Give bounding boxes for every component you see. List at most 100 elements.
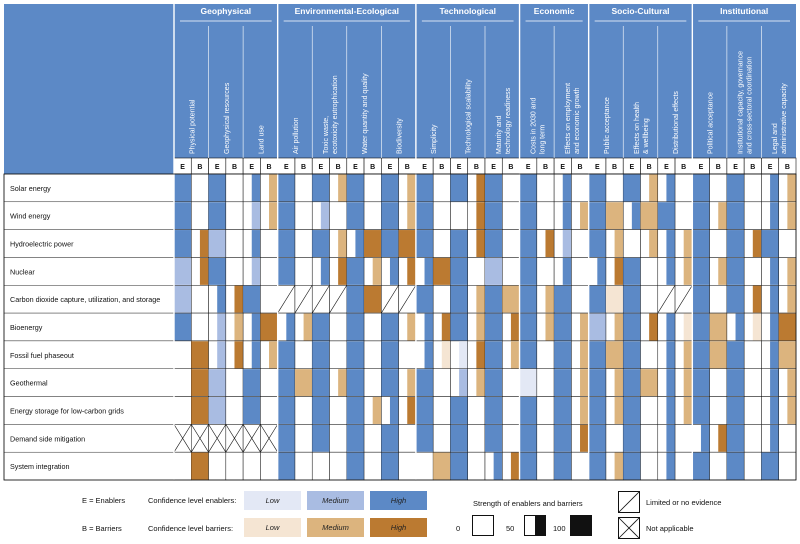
cell-fill [389, 396, 399, 424]
cell-fill [346, 369, 365, 397]
sub-label: E [560, 164, 565, 171]
sub-label: B [750, 164, 755, 171]
matrix-cell [294, 257, 313, 286]
column-header: Maturity and [496, 115, 503, 154]
cell-fill [709, 341, 727, 369]
cell-fill [303, 313, 313, 341]
cell-fill [415, 369, 434, 397]
cell-fill [346, 396, 365, 424]
cell-fill [415, 174, 434, 202]
matrix-cell [294, 229, 313, 258]
cell-fill [726, 341, 745, 369]
legend-enabler-medium-swatch: Medium [307, 491, 364, 510]
cell-fill [605, 202, 624, 230]
cell-fill [554, 396, 572, 424]
legend-strength-50: 50 [506, 524, 515, 533]
cell-fill [692, 396, 710, 424]
cell-fill [614, 230, 624, 258]
cell-fill [588, 341, 606, 369]
cell-fill [752, 313, 762, 341]
matrix-cell [502, 173, 520, 203]
sub-label: B [336, 164, 341, 171]
row-label: Fossil fuel phaseout [10, 351, 74, 360]
sub-label: E [215, 164, 220, 171]
cell-fill [770, 424, 779, 452]
cell-fill [269, 341, 278, 369]
group-header: Institutional [720, 6, 768, 16]
matrix-cell [743, 173, 762, 203]
cell-fill [519, 452, 537, 480]
group-header: Geophysical [201, 6, 252, 16]
cell-fill [588, 174, 606, 202]
cell-fill [770, 202, 779, 230]
cell-fill [657, 202, 676, 230]
cell-fill [545, 285, 555, 313]
cell-fill [605, 285, 624, 313]
sub-label: B [266, 164, 271, 171]
column-header: Distributional effects [673, 91, 680, 154]
cell-fill [649, 313, 658, 341]
cell-fill [640, 202, 658, 230]
corner-header [4, 4, 174, 158]
cell-fill [415, 285, 434, 313]
sub-label: E [491, 164, 496, 171]
column-header: and cross-sectoral coordination [747, 57, 754, 154]
cell-fill [234, 285, 244, 313]
cell-fill [554, 424, 572, 452]
matrix-cell [242, 451, 261, 481]
cell-fill [424, 341, 434, 369]
cell-fill [718, 202, 727, 230]
cell-fill [450, 396, 468, 424]
matrix-cell [329, 451, 348, 481]
matrix-cell [536, 368, 555, 397]
cell-fill [269, 202, 278, 230]
cell-fill [519, 174, 537, 202]
matrix-border [3, 173, 797, 481]
cell-fill [623, 341, 641, 369]
cell-fill [286, 313, 295, 341]
row-label: Hydroelectric power [10, 240, 74, 249]
matrix-cell [363, 201, 382, 230]
matrix-cell [260, 396, 278, 425]
cell-fill [407, 369, 416, 397]
matrix-cell [571, 229, 589, 258]
cell-fill [174, 174, 192, 202]
legend-strength-50-fill [535, 516, 545, 535]
column-header: Institutional capacity, governance [738, 51, 745, 154]
matrix-cell [329, 424, 348, 453]
cell-fill [510, 313, 520, 341]
matrix-cell [536, 424, 555, 453]
sub-label: B [577, 164, 582, 171]
matrix-cell [778, 451, 797, 481]
cell-fill [770, 257, 779, 285]
cell-fill [381, 230, 399, 258]
cell-fill [623, 313, 641, 341]
matrix-cell [398, 451, 417, 481]
matrix-cell [173, 396, 192, 425]
cell-fill [174, 313, 192, 341]
matrix-cell [571, 451, 589, 481]
cell-fill [588, 452, 606, 480]
row-label: Carbon dioxide capture, utilization, and… [10, 295, 160, 304]
cell-fill [761, 452, 779, 480]
cell-fill [605, 341, 624, 369]
cell-fill [562, 230, 572, 258]
cell-fill [485, 341, 503, 369]
cell-fill [450, 313, 468, 341]
legend-strength-title: Strength of enablers and barriers [473, 499, 583, 508]
matrix-cell [640, 285, 659, 314]
cell-fill [519, 369, 537, 397]
column-header: & wellbeing [643, 118, 650, 154]
matrix-cell [294, 424, 313, 453]
matrix-cell [709, 173, 728, 203]
cell-fill [649, 174, 658, 202]
limited-evidence-mark [311, 285, 330, 314]
cell-fill [631, 202, 641, 230]
matrix-cell [225, 201, 244, 230]
sub-label: E [422, 164, 427, 171]
column-header: Effects on employment [565, 83, 572, 154]
cell-fill [692, 202, 710, 230]
cell-fill [692, 452, 710, 480]
column-header: Geophysical resources [224, 82, 231, 154]
sub-label: E [733, 164, 738, 171]
